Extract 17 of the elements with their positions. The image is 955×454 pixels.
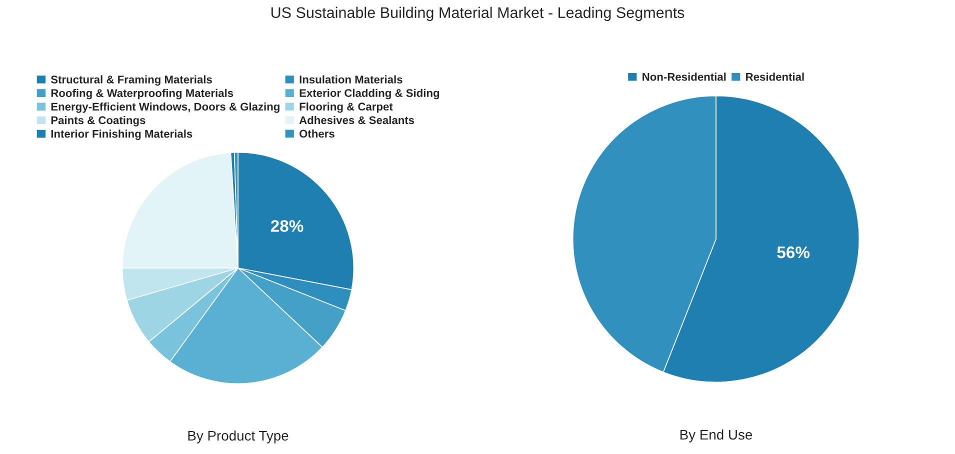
legend-label: Insulation Materials (300, 75, 402, 84)
legend-label: Structural & Framing Materials (50, 75, 212, 86)
legend-label: Adhesives & Sealants (299, 116, 414, 124)
data-label: 56% (777, 246, 810, 258)
legend-label: Roofing & Waterproofing Materials (51, 88, 234, 100)
legend-label: Interior Finishing Materials (51, 130, 192, 140)
text: By Product Type (188, 430, 288, 444)
legend-label: Paints & Coatings (51, 116, 146, 126)
text: US Sustainable Building Material Market - Leading Segments (271, 6, 684, 22)
text: By End Use (680, 429, 752, 442)
legend-label: Residential (746, 72, 804, 81)
legend-label: Energy-Efficient Windows, Doors & Glazing (51, 102, 280, 113)
legend-label: Exterior Cladding & Siding (300, 88, 440, 100)
data-label: 28% (270, 220, 304, 232)
legend-label: Non-Residential (642, 72, 726, 81)
legend-label: Others (300, 129, 334, 138)
legend-label: Flooring & Carpet (300, 102, 393, 113)
